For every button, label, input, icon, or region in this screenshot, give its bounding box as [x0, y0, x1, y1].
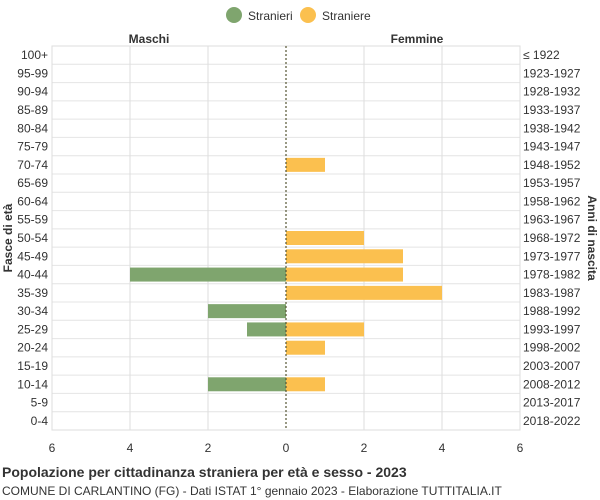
bar-straniere [286, 322, 364, 337]
birth-year-label: 2013-2017 [523, 396, 581, 410]
birth-year-label: 1993-1997 [523, 322, 581, 336]
birth-year-label: 1938-1942 [523, 121, 581, 135]
bar-straniere [286, 249, 403, 264]
birth-year-label: 1948-1952 [523, 158, 581, 172]
birth-year-label: ≤ 1922 [523, 48, 560, 62]
age-group-label: 65-69 [17, 176, 48, 190]
bar-straniere [286, 267, 403, 282]
x-tick-label: 4 [127, 441, 134, 455]
y-axis-label-left: Fasce di età [1, 203, 15, 272]
age-group-label: 60-64 [17, 194, 48, 208]
right-header: Femmine [391, 32, 444, 46]
age-group-label: 10-14 [17, 377, 48, 391]
age-group-label: 75-79 [17, 140, 48, 154]
bar-straniere [286, 285, 442, 300]
y-axis-label-right: Anni di nascita [585, 195, 599, 281]
bar-stranieri [247, 322, 286, 337]
age-group-label: 85-89 [17, 103, 48, 117]
x-tick-label: 6 [517, 441, 524, 455]
bar-stranieri [130, 267, 286, 282]
bars [130, 157, 442, 392]
chart-footer-subtitle: COMUNE DI CARLANTINO (FG) - Dati ISTAT 1… [2, 484, 502, 498]
birth-year-label: 1973-1977 [523, 249, 581, 263]
birth-year-label: 1933-1937 [523, 103, 581, 117]
birth-year-label: 2008-2012 [523, 377, 581, 391]
age-group-label: 90-94 [17, 85, 48, 99]
bar-stranieri [208, 377, 286, 392]
birth-year-label: 1928-1932 [523, 85, 581, 99]
x-tick-label: 6 [49, 441, 56, 455]
birth-year-label: 1963-1967 [523, 213, 581, 227]
bar-straniere [286, 340, 325, 355]
labels: 6 4 2 0 2 4 6 100+ ≤ 1922 95-99 1923-1927 90-94 1928… [17, 48, 580, 455]
legend: Stranieri Straniere [226, 7, 371, 23]
x-tick-label: 4 [439, 441, 446, 455]
birth-year-label: 2018-2022 [523, 414, 581, 428]
age-group-label: 70-74 [17, 158, 48, 172]
birth-year-label: 1943-1947 [523, 140, 581, 154]
age-group-label: 5-9 [31, 396, 49, 410]
age-group-label: 35-39 [17, 286, 48, 300]
age-group-label: 0-4 [31, 414, 49, 428]
age-group-label: 55-59 [17, 213, 48, 227]
birth-year-label: 2003-2007 [523, 359, 581, 373]
age-group-label: 15-19 [17, 359, 48, 373]
legend-marker-stranieri [226, 7, 242, 23]
population-pyramid-chart: 6 4 2 0 2 4 6 100+ ≤ 1922 95-99 1923-1927 90-94 1928… [1, 7, 599, 455]
birth-year-label: 1958-1962 [523, 194, 581, 208]
age-group-label: 45-49 [17, 249, 48, 263]
age-group-label: 40-44 [17, 268, 48, 282]
bar-straniere [286, 377, 325, 392]
birth-year-label: 1923-1927 [523, 66, 581, 80]
birth-year-label: 1988-1992 [523, 304, 581, 318]
age-group-label: 25-29 [17, 322, 48, 336]
left-header: Maschi [129, 32, 170, 46]
chart-footer-title: Popolazione per cittadinanza straniera p… [2, 464, 407, 480]
bar-straniere [286, 231, 364, 245]
birth-year-label: 1968-1972 [523, 231, 581, 245]
age-group-label: 50-54 [17, 231, 48, 245]
legend-label-stranieri: Stranieri [248, 9, 293, 23]
birth-year-label: 1998-2002 [523, 341, 581, 355]
age-group-label: 80-84 [17, 121, 48, 135]
x-tick-label: 2 [205, 441, 212, 455]
age-group-label: 30-34 [17, 304, 48, 318]
age-group-label: 100+ [21, 48, 48, 62]
birth-year-label: 1983-1987 [523, 286, 581, 300]
legend-marker-straniere [300, 7, 316, 23]
age-group-label: 20-24 [17, 341, 48, 355]
bar-straniere [286, 157, 325, 172]
x-tick-label: 2 [361, 441, 368, 455]
x-tick-label: 0 [283, 441, 290, 455]
birth-year-label: 1953-1957 [523, 176, 581, 190]
age-group-label: 95-99 [17, 66, 48, 80]
bar-stranieri [208, 304, 286, 319]
birth-year-label: 1978-1982 [523, 268, 581, 282]
legend-label-straniere: Straniere [322, 9, 371, 23]
